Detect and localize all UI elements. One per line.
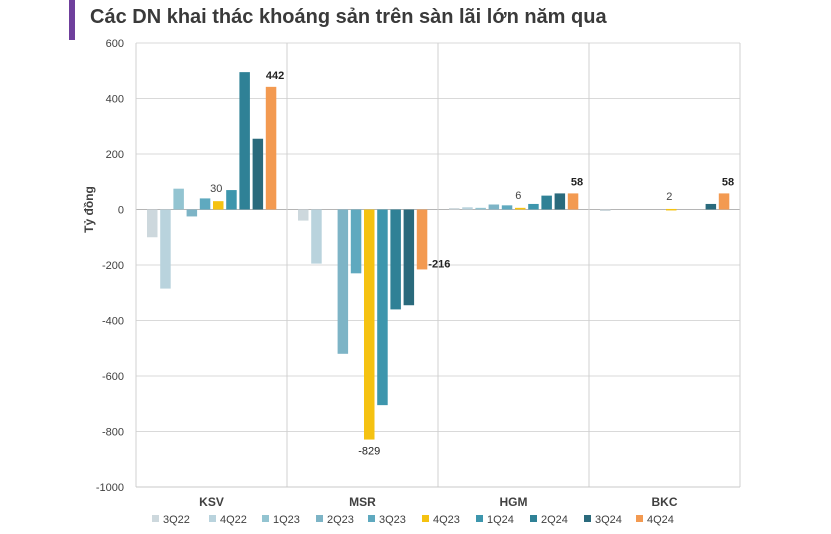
y-tick-label: -1000 xyxy=(96,482,124,494)
data-label: 58 xyxy=(722,176,734,188)
data-label: 2 xyxy=(666,191,672,203)
bar-BKC-3Q22 xyxy=(600,209,611,211)
legend-swatch-3Q22 xyxy=(152,515,159,522)
x-tick-label: KSV xyxy=(199,495,224,509)
bar-MSR-3Q23 xyxy=(350,209,362,274)
legend-swatch-1Q23 xyxy=(262,515,269,522)
y-tick-label: 200 xyxy=(106,149,124,161)
bar-MSR-4Q22 xyxy=(311,209,322,264)
bar-MSR-3Q24 xyxy=(403,209,415,306)
legend: 3Q22 4Q22 1Q23 2Q23 3Q23 4Q23 1Q24 2Q24 3Q24 4Q24 xyxy=(152,514,674,526)
bar-HGM-3Q23 xyxy=(501,205,513,210)
legend-swatch-4Q22 xyxy=(209,515,216,522)
legend-label: 3Q24 xyxy=(595,514,622,526)
bar-KSV-3Q22 xyxy=(147,209,158,238)
bar-BKC-4Q23 xyxy=(666,208,677,211)
y-tick-label: -800 xyxy=(102,427,124,439)
y-tick-label: -400 xyxy=(102,316,124,328)
data-label: 442 xyxy=(266,70,284,82)
y-tick-label: -200 xyxy=(102,260,124,272)
bar-MSR-4Q23 xyxy=(364,209,375,440)
bar-KSV-4Q24 xyxy=(265,86,277,210)
y-tick-label: -600 xyxy=(102,371,124,383)
legend-label: 1Q23 xyxy=(273,514,300,526)
category-groups xyxy=(135,43,741,487)
data-label: 6 xyxy=(515,190,521,202)
data-label: 30 xyxy=(210,183,222,195)
legend-label: 3Q22 xyxy=(163,514,190,526)
bar-KSV-4Q22 xyxy=(160,209,171,289)
bar-KSV-3Q24 xyxy=(252,138,264,210)
bar-HGM-3Q22 xyxy=(449,208,460,210)
legend-label: 4Q23 xyxy=(433,514,460,526)
legend-label: 3Q23 xyxy=(379,514,406,526)
bar-KSV-2Q24 xyxy=(239,72,250,210)
legend-label: 4Q24 xyxy=(647,514,674,526)
legend-swatch-2Q24 xyxy=(530,515,537,522)
legend-swatch-2Q23 xyxy=(316,515,323,522)
bar-MSR-2Q23 xyxy=(337,209,349,354)
bar-KSV-2Q23 xyxy=(186,209,198,217)
bar-MSR-3Q22 xyxy=(298,209,309,221)
legend-label: 2Q24 xyxy=(541,514,568,526)
legend-swatch-4Q24 xyxy=(636,515,643,522)
bar-HGM-1Q24 xyxy=(528,203,539,210)
x-tick-label: MSR xyxy=(349,495,376,509)
y-axis: 600 400 200 0 -200 -400 -600 -800 -1000 Tỷ đồng xyxy=(82,38,124,494)
y-tick-label: 400 xyxy=(106,94,124,106)
bar-KSV-3Q23 xyxy=(199,198,211,210)
bar-HGM-4Q24 xyxy=(567,193,579,210)
bar-HGM-4Q22 xyxy=(462,207,473,210)
bar-MSR-2Q24 xyxy=(390,209,401,310)
bar-BKC-4Q24 xyxy=(718,193,730,210)
legend-swatch-3Q23 xyxy=(368,515,375,522)
bar-KSV-1Q23 xyxy=(173,188,184,210)
y-tick-label: 0 xyxy=(118,205,124,217)
x-axis: KSV MSR HGM BKC xyxy=(136,486,740,509)
legend-label: 2Q23 xyxy=(327,514,354,526)
bar-KSV-1Q24 xyxy=(226,190,237,210)
x-tick-label: BKC xyxy=(652,495,678,509)
data-labels: 30 442 -829 -216 6 58 2 58 xyxy=(210,70,734,458)
legend-label: 4Q22 xyxy=(220,514,247,526)
chart-title: Các DN khai thác khoáng sản trên sàn lãi… xyxy=(90,6,607,28)
legend-label: 1Q24 xyxy=(487,514,514,526)
y-tick-label: 600 xyxy=(106,38,124,50)
data-label: -216 xyxy=(428,258,450,270)
bar-HGM-2Q23 xyxy=(488,204,500,210)
bar-BKC-3Q24 xyxy=(705,203,717,210)
bar-HGM-1Q23 xyxy=(475,207,486,210)
data-label: -829 xyxy=(358,446,380,458)
data-label: 58 xyxy=(571,176,583,188)
title-accent-bar xyxy=(69,0,75,40)
y-axis-label: Tỷ đồng xyxy=(82,186,96,233)
bar-MSR-1Q24 xyxy=(377,209,388,406)
bar-HGM-4Q23 xyxy=(515,207,526,210)
x-tick-label: HGM xyxy=(500,495,528,509)
legend-swatch-1Q24 xyxy=(476,515,483,522)
bar-HGM-3Q24 xyxy=(554,193,566,210)
legend-swatch-3Q24 xyxy=(584,515,591,522)
bars xyxy=(147,72,730,440)
bar-MSR-4Q24 xyxy=(416,209,428,270)
bar-HGM-2Q24 xyxy=(541,195,552,210)
legend-swatch-4Q23 xyxy=(422,515,429,522)
bar-KSV-4Q23 xyxy=(213,201,224,210)
